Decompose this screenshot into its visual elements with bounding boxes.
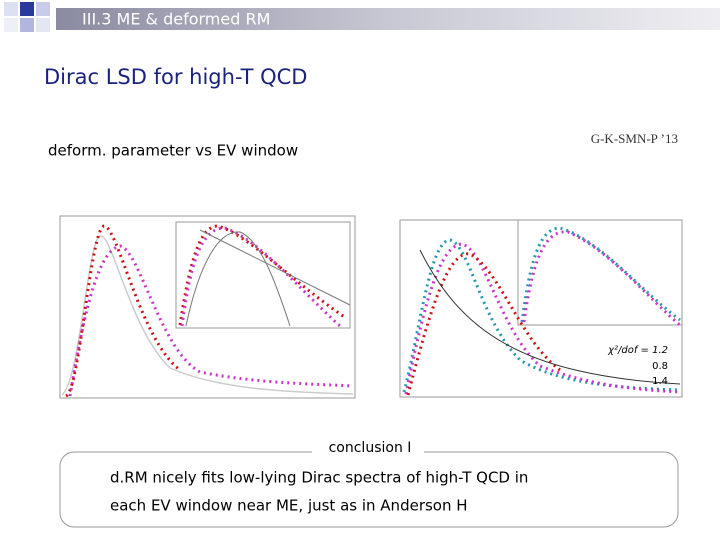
fit-label: χ²/dof = 1.2 xyxy=(607,345,668,356)
fit-label: 0.8 xyxy=(652,361,668,372)
decor-squares xyxy=(4,2,50,32)
conclusion-line: d.RM nicely fits low-lying Dirac spectra… xyxy=(110,469,528,487)
citation: G-K-SMN-P ’13 xyxy=(591,131,678,146)
conclusion-line: each EV window near ME, just as in Ander… xyxy=(110,497,468,515)
subtitle: deform. parameter vs EV window xyxy=(48,142,298,160)
header-bar xyxy=(56,8,720,30)
conclusion-label: conclusion I xyxy=(329,440,412,456)
left-figure xyxy=(59,215,356,399)
conclusion-label-bg xyxy=(312,440,424,456)
fit-label: 1.4 xyxy=(652,376,668,387)
header-section: III.3 ME & deformed RM xyxy=(82,10,270,29)
slide-title: Dirac LSD for high-T QCD xyxy=(44,65,307,89)
right-figure xyxy=(399,219,683,398)
conclusion-box xyxy=(59,451,679,528)
